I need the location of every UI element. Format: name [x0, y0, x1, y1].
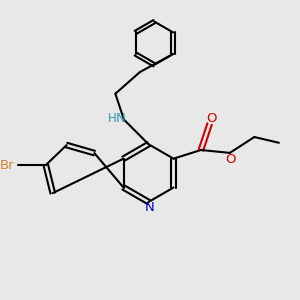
Text: H: H — [107, 112, 116, 125]
Text: O: O — [225, 153, 236, 166]
Text: N: N — [116, 112, 125, 125]
Text: Br: Br — [0, 159, 15, 172]
Text: O: O — [206, 112, 216, 125]
Text: N: N — [145, 201, 154, 214]
